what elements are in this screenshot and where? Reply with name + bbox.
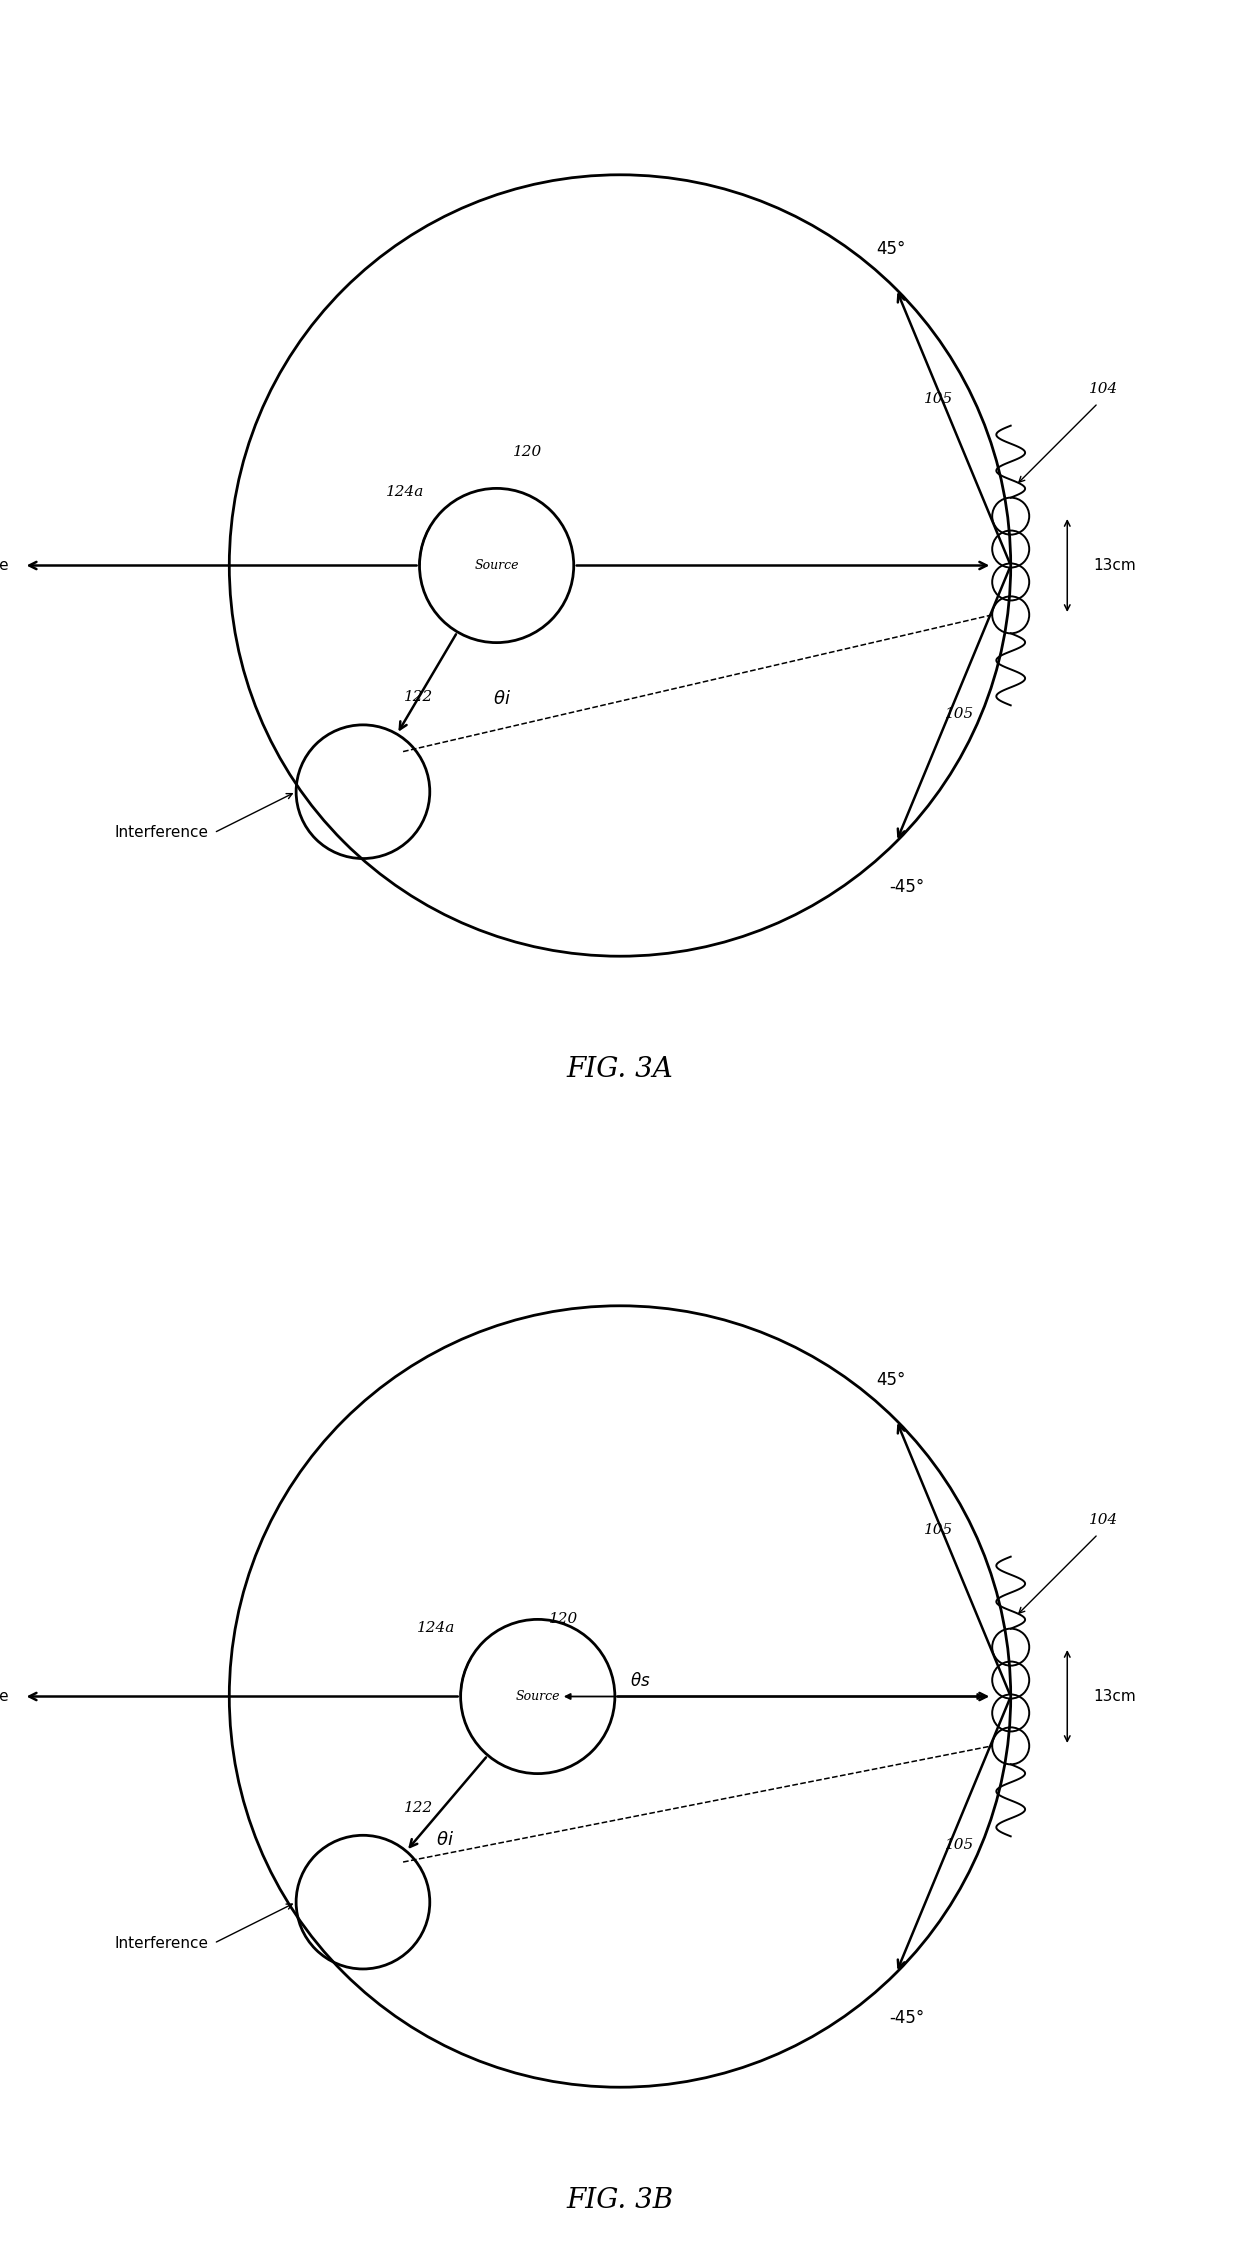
Text: FIG. 3B: FIG. 3B — [567, 2187, 673, 2214]
Text: -45°: -45° — [889, 2009, 924, 2027]
Text: 122: 122 — [404, 1801, 433, 1814]
Text: 13cm: 13cm — [1092, 559, 1136, 572]
Text: -45°: -45° — [889, 878, 924, 896]
Text: $\theta i$: $\theta i$ — [492, 690, 511, 708]
Text: Source: Source — [475, 559, 518, 572]
Text: 105: 105 — [945, 706, 973, 722]
Text: 105: 105 — [945, 1837, 973, 1853]
Text: 104: 104 — [1089, 1513, 1118, 1527]
Text: Zero  Degree/Broadside: Zero Degree/Broadside — [0, 1690, 9, 1703]
Text: 124a: 124a — [417, 1622, 455, 1635]
Text: 120: 120 — [549, 1613, 578, 1626]
Text: Source: Source — [516, 1690, 560, 1703]
Text: 122: 122 — [404, 690, 433, 703]
Text: 124a: 124a — [387, 484, 424, 498]
Text: 45°: 45° — [877, 240, 905, 258]
Text: Interference: Interference — [115, 826, 208, 839]
Text: Interference: Interference — [115, 1936, 208, 1950]
Text: FIG. 3A: FIG. 3A — [567, 1056, 673, 1083]
Text: 104: 104 — [1089, 382, 1118, 396]
Text: $\theta i$: $\theta i$ — [436, 1832, 454, 1850]
Text: Zero  Degree/Broadside: Zero Degree/Broadside — [0, 559, 9, 572]
Text: 105: 105 — [924, 1522, 954, 1538]
Text: 120: 120 — [513, 446, 542, 459]
Text: 45°: 45° — [877, 1371, 905, 1389]
Text: 13cm: 13cm — [1092, 1690, 1136, 1703]
Text: 105: 105 — [924, 391, 954, 407]
Text: $\theta s$: $\theta s$ — [630, 1672, 651, 1690]
